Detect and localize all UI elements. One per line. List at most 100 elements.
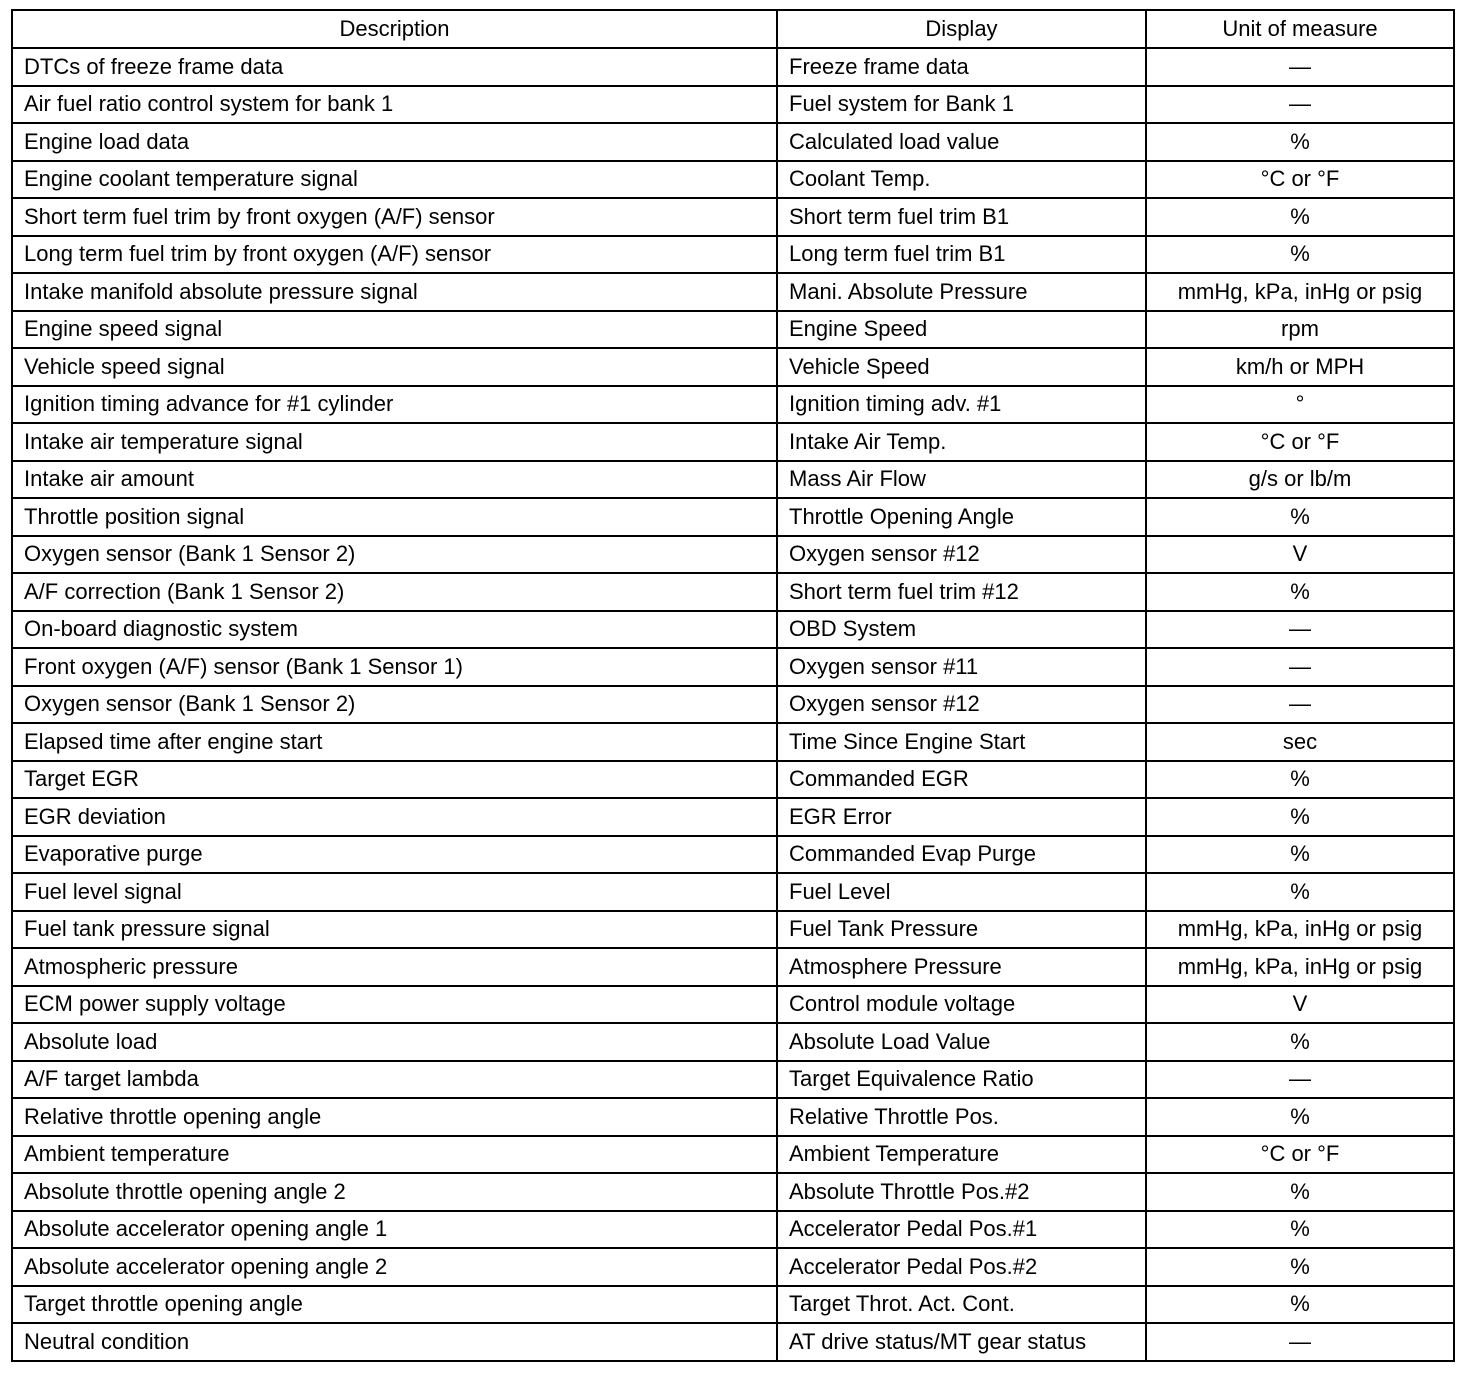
cell-display: Ambient Temperature bbox=[776, 1134, 1147, 1174]
cell-unit: mmHg, kPa, inHg or psig bbox=[1145, 272, 1455, 312]
cell-description: Absolute accelerator opening angle 2 bbox=[11, 1247, 778, 1287]
cell-unit: % bbox=[1145, 572, 1455, 612]
table-row: Neutral condition AT drive status/MT gear… bbox=[11, 1322, 1455, 1362]
cell-display: Calculated load value bbox=[776, 122, 1147, 162]
cell-unit: % bbox=[1145, 1247, 1455, 1287]
cell-unit: sec bbox=[1145, 722, 1455, 762]
cell-display: Short term fuel trim #12 bbox=[776, 572, 1147, 612]
cell-display: Absolute Throttle Pos.#2 bbox=[776, 1172, 1147, 1212]
table-row: Front oxygen (A/F) sensor (Bank 1 Sensor… bbox=[11, 647, 1455, 687]
cell-unit: mmHg, kPa, inHg or psig bbox=[1145, 947, 1455, 987]
cell-description: Oxygen sensor (Bank 1 Sensor 2) bbox=[11, 534, 778, 574]
table-row: Absolute throttle opening angle 2 Absolut… bbox=[11, 1172, 1455, 1212]
cell-display: Long term fuel trim B1 bbox=[776, 234, 1147, 274]
cell-unit: V bbox=[1145, 984, 1455, 1024]
cell-display: Oxygen sensor #12 bbox=[776, 684, 1147, 724]
cell-description: Target throttle opening angle bbox=[11, 1284, 778, 1324]
table-row: Absolute load Absolute Load Value% bbox=[11, 1022, 1455, 1062]
cell-description: Engine load data bbox=[11, 122, 778, 162]
cell-unit: % bbox=[1145, 497, 1455, 537]
cell-unit: — bbox=[1145, 647, 1455, 687]
cell-description: Intake air temperature signal bbox=[11, 422, 778, 462]
header-row: Description Display Unit of measure bbox=[11, 9, 1455, 49]
cell-unit: V bbox=[1145, 534, 1455, 574]
table-row: Engine load data Calculated load value% bbox=[11, 122, 1455, 162]
cell-unit: g/s or lb/m bbox=[1145, 459, 1455, 499]
cell-display: Commanded Evap Purge bbox=[776, 834, 1147, 874]
cell-display: Short term fuel trim B1 bbox=[776, 197, 1147, 237]
cell-description: Fuel tank pressure signal bbox=[11, 909, 778, 949]
cell-display: Control module voltage bbox=[776, 984, 1147, 1024]
cell-unit: km/h or MPH bbox=[1145, 347, 1455, 387]
cell-unit: % bbox=[1145, 122, 1455, 162]
table-row: ECM power supply voltage Control module v… bbox=[11, 984, 1455, 1024]
cell-description: EGR deviation bbox=[11, 797, 778, 837]
cell-description: Fuel level signal bbox=[11, 872, 778, 912]
table-row: Intake air temperature signal Intake Air … bbox=[11, 422, 1455, 462]
cell-description: Relative throttle opening angle bbox=[11, 1097, 778, 1137]
table-row: Throttle position signal Throttle Opening… bbox=[11, 497, 1455, 537]
cell-display: Vehicle Speed bbox=[776, 347, 1147, 387]
cell-unit: — bbox=[1145, 47, 1455, 87]
cell-display: Fuel Tank Pressure bbox=[776, 909, 1147, 949]
table-row: Atmospheric pressure Atmosphere Pressure m… bbox=[11, 947, 1455, 987]
cell-description: Absolute accelerator opening angle 1 bbox=[11, 1209, 778, 1249]
cell-unit: % bbox=[1145, 1172, 1455, 1212]
table-row: Relative throttle opening angle Relative … bbox=[11, 1097, 1455, 1137]
cell-description: Target EGR bbox=[11, 759, 778, 799]
cell-unit: % bbox=[1145, 872, 1455, 912]
cell-description: DTCs of freeze frame data bbox=[11, 47, 778, 87]
cell-display: Target Equivalence Ratio bbox=[776, 1059, 1147, 1099]
cell-unit: % bbox=[1145, 1284, 1455, 1324]
cell-display: Absolute Load Value bbox=[776, 1022, 1147, 1062]
table-row: Fuel level signal Fuel Level% bbox=[11, 872, 1455, 912]
table-row: Long term fuel trim by front oxygen (A/F… bbox=[11, 234, 1455, 274]
cell-description: Engine coolant temperature signal bbox=[11, 159, 778, 199]
cell-unit: — bbox=[1145, 684, 1455, 724]
cell-description: Neutral condition bbox=[11, 1322, 778, 1362]
cell-display: OBD System bbox=[776, 609, 1147, 649]
cell-description: Ignition timing advance for #1 cylinder bbox=[11, 384, 778, 424]
cell-display: Accelerator Pedal Pos.#1 bbox=[776, 1209, 1147, 1249]
table-row: Elapsed time after engine start Time Sinc… bbox=[11, 722, 1455, 762]
cell-unit: % bbox=[1145, 197, 1455, 237]
cell-description: Throttle position signal bbox=[11, 497, 778, 537]
cell-unit: % bbox=[1145, 1022, 1455, 1062]
cell-unit: °C or °F bbox=[1145, 159, 1455, 199]
cell-description: Oxygen sensor (Bank 1 Sensor 2) bbox=[11, 684, 778, 724]
cell-description: Elapsed time after engine start bbox=[11, 722, 778, 762]
table-row: EGR deviation EGR Error% bbox=[11, 797, 1455, 837]
cell-description: Intake air amount bbox=[11, 459, 778, 499]
cell-display: Oxygen sensor #11 bbox=[776, 647, 1147, 687]
table-row: Evaporative purge Commanded Evap Purge% bbox=[11, 834, 1455, 874]
cell-description: Vehicle speed signal bbox=[11, 347, 778, 387]
cell-description: Front oxygen (A/F) sensor (Bank 1 Sensor… bbox=[11, 647, 778, 687]
cell-display: Target Throt. Act. Cont. bbox=[776, 1284, 1147, 1324]
table-row: On-board diagnostic system OBD System — bbox=[11, 609, 1455, 649]
table-row: Short term fuel trim by front oxygen (A/… bbox=[11, 197, 1455, 237]
table-row: Ignition timing advance for #1 cylinder I… bbox=[11, 384, 1455, 424]
cell-unit: ° bbox=[1145, 384, 1455, 424]
cell-display: Fuel system for Bank 1 bbox=[776, 84, 1147, 124]
cell-display: Relative Throttle Pos. bbox=[776, 1097, 1147, 1137]
cell-display: Mani. Absolute Pressure bbox=[776, 272, 1147, 312]
cell-display: Intake Air Temp. bbox=[776, 422, 1147, 462]
cell-display: AT drive status/MT gear status bbox=[776, 1322, 1147, 1362]
cell-unit: % bbox=[1145, 834, 1455, 874]
cell-description: Absolute load bbox=[11, 1022, 778, 1062]
cell-unit: % bbox=[1145, 797, 1455, 837]
table-row: DTCs of freeze frame data Freeze frame da… bbox=[11, 47, 1455, 87]
cell-display: Time Since Engine Start bbox=[776, 722, 1147, 762]
cell-display: Commanded EGR bbox=[776, 759, 1147, 799]
cell-unit: — bbox=[1145, 609, 1455, 649]
table-row: A/F target lambda Target Equivalence Rati… bbox=[11, 1059, 1455, 1099]
table-row: Intake air amount Mass Air Flow g/s or lb/… bbox=[11, 459, 1455, 499]
cell-description: Air fuel ratio control system for bank 1 bbox=[11, 84, 778, 124]
cell-display: Mass Air Flow bbox=[776, 459, 1147, 499]
cell-unit: mmHg, kPa, inHg or psig bbox=[1145, 909, 1455, 949]
cell-unit: % bbox=[1145, 1209, 1455, 1249]
cell-unit: % bbox=[1145, 234, 1455, 274]
header-display: Display bbox=[776, 9, 1147, 49]
table-row: Oxygen sensor (Bank 1 Sensor 2) Oxygen se… bbox=[11, 534, 1455, 574]
freeze-frame-data-table: Description Display Unit of measure DTCs… bbox=[11, 9, 1455, 1362]
